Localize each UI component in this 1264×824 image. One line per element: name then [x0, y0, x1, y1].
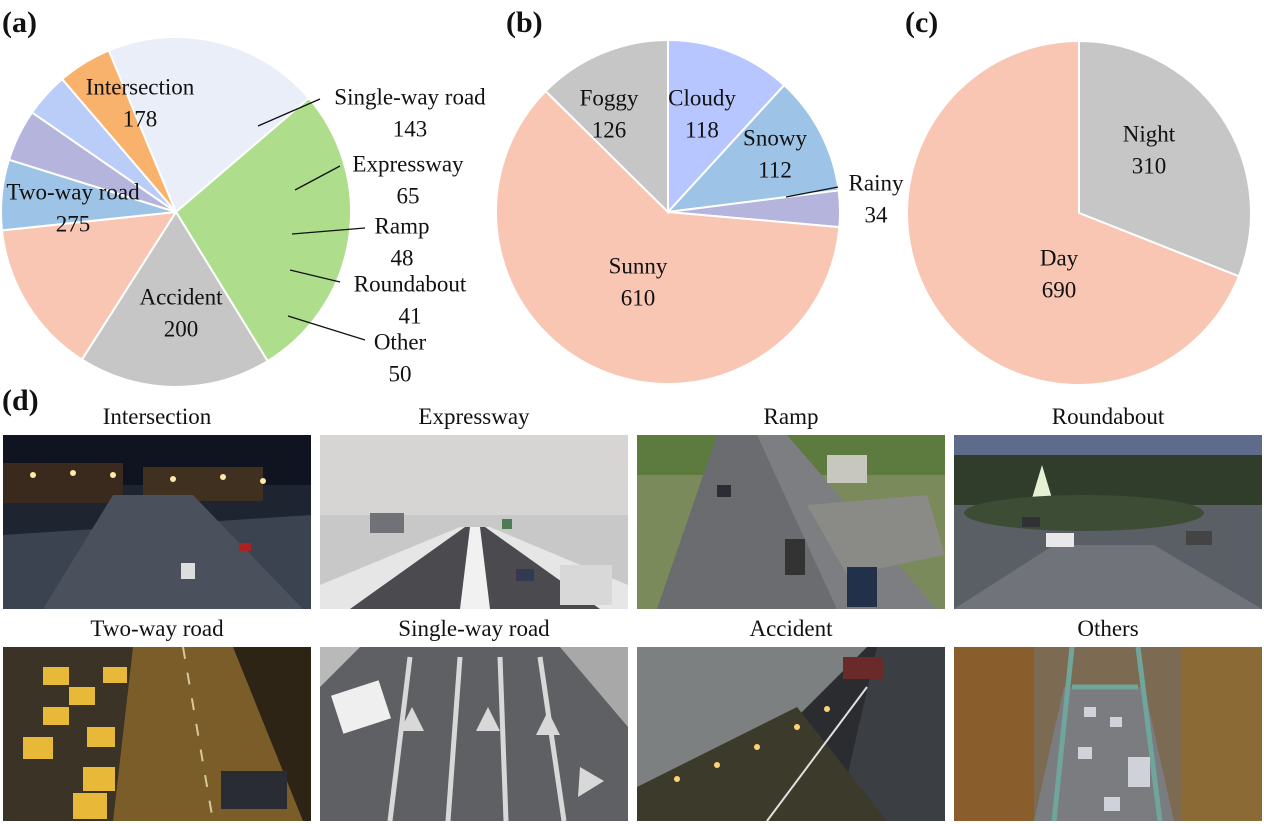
pie-slice-cloudy [667, 38, 786, 215]
panel-label-c: (c) [905, 6, 939, 39]
caption-others: Others [1077, 616, 1139, 641]
thumbnail-others [954, 647, 1262, 821]
slice-label-day: Day [1040, 245, 1079, 270]
pie-slice-foggy [544, 38, 669, 215]
pie-chart-weather: Cloudy 118 Snowy 112 Rainy 34 Sunny 610 Foggy 126 [495, 38, 904, 385]
slice-label-roundabout: Roundabout [354, 271, 467, 296]
panel-label-a: (a) [2, 6, 37, 39]
slice-label-sunny: Sunny [609, 253, 668, 278]
pie-chart-time-of-day: Night 310 Day 690 [905, 39, 1252, 386]
thumbnail-expressway [320, 435, 628, 609]
caption-single-way-road: Single-way road [398, 616, 550, 641]
pie-slice-accident [107, 36, 311, 214]
caption-intersection: Intersection [102, 404, 212, 429]
pie-slice-single-way-road [0, 210, 178, 361]
pie-slice-snowy [665, 83, 840, 214]
slice-value-snowy: 112 [758, 157, 792, 182]
slice-label-night: Night [1123, 121, 1176, 146]
pie-slice-night [1078, 39, 1252, 278]
slice-label-accident: Accident [139, 284, 223, 309]
slice-value-two-way-road: 275 [56, 211, 91, 236]
slice-value-cloudy: 118 [685, 117, 719, 142]
slice-value-expressway: 65 [397, 183, 420, 208]
leader-line-rainy [785, 186, 839, 198]
leader-line-single-way-road [257, 98, 321, 127]
slice-value-night: 310 [1132, 153, 1167, 178]
caption-ramp: Ramp [763, 404, 819, 429]
slice-label-snowy: Snowy [743, 125, 807, 150]
caption-two-way-road: Two-way road [90, 616, 224, 641]
slice-value-accident: 200 [164, 316, 199, 341]
pie-slice-day [905, 39, 1241, 386]
thumbnail-two-way-road [3, 647, 311, 821]
slice-label-single-way-road: Single-way road [334, 84, 486, 109]
leader-line-roundabout [289, 269, 341, 283]
pie-slice-sunny [495, 89, 841, 385]
slice-value-single-way-road: 143 [393, 116, 428, 141]
slice-label-foggy: Foggy [580, 85, 639, 110]
slice-value-intersection: 178 [123, 106, 158, 131]
slice-value-other: 50 [389, 361, 412, 386]
pie-slice-intersection [80, 210, 270, 388]
thumbnail-single-way-road [320, 647, 628, 821]
caption-expressway: Expressway [418, 404, 530, 429]
slice-value-day: 690 [1042, 277, 1077, 302]
slice-value-ramp: 48 [391, 245, 414, 270]
slice-value-foggy: 126 [592, 117, 627, 142]
slice-label-cloudy: Cloudy [668, 85, 736, 110]
caption-roundabout: Roundabout [1051, 404, 1165, 429]
pie-chart-road-type: Single-way road 143 Expressway 65 Ramp 48Roun… [0, 36, 486, 388]
leader-line-ramp [291, 227, 366, 235]
slice-label-intersection: Intersection [86, 74, 195, 99]
slice-label-rainy: Rainy [849, 170, 904, 195]
pie-slice-two-way-road [174, 96, 352, 363]
slice-value-roundabout: 41 [399, 303, 422, 328]
slice-label-two-way-road: Two-way road [6, 179, 140, 204]
thumbnail-intersection [3, 435, 311, 609]
thumbnail-roundabout [954, 435, 1262, 609]
leader-line-other [287, 315, 366, 341]
slice-label-ramp: Ramp [375, 213, 430, 238]
caption-accident: Accident [749, 616, 833, 641]
slice-label-expressway: Expressway [352, 151, 464, 176]
slice-value-rainy: 34 [865, 202, 889, 227]
thumbnail-accident [637, 647, 945, 821]
thumbnail-ramp [637, 435, 945, 609]
slice-value-sunny: 610 [621, 285, 656, 310]
panel-label-d: (d) [2, 384, 39, 417]
slice-label-other: Other [374, 329, 427, 354]
panel-label-b: (b) [506, 6, 543, 39]
leader-line-expressway [294, 165, 341, 191]
